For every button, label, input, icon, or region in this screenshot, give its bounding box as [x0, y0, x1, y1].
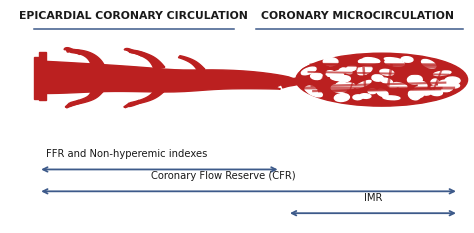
Ellipse shape [385, 60, 404, 66]
Ellipse shape [343, 83, 355, 89]
Ellipse shape [341, 68, 352, 74]
Ellipse shape [357, 66, 372, 75]
Text: FFR and Non-hyperemic indexes: FFR and Non-hyperemic indexes [46, 150, 207, 159]
Ellipse shape [384, 58, 401, 62]
Ellipse shape [388, 83, 398, 88]
Ellipse shape [419, 82, 427, 89]
Ellipse shape [421, 89, 431, 95]
Ellipse shape [331, 85, 347, 92]
Ellipse shape [330, 76, 345, 81]
Ellipse shape [328, 70, 345, 76]
Ellipse shape [445, 77, 460, 84]
Text: IMR: IMR [364, 193, 382, 203]
Ellipse shape [414, 87, 427, 94]
Ellipse shape [302, 72, 461, 99]
Ellipse shape [434, 71, 451, 75]
Ellipse shape [363, 58, 380, 63]
Polygon shape [70, 89, 103, 105]
Ellipse shape [305, 86, 315, 92]
Polygon shape [68, 100, 82, 106]
Ellipse shape [368, 89, 377, 94]
Ellipse shape [356, 68, 367, 74]
Ellipse shape [380, 69, 394, 75]
Ellipse shape [325, 71, 335, 75]
Ellipse shape [353, 95, 363, 100]
Ellipse shape [323, 58, 338, 65]
Ellipse shape [439, 81, 449, 86]
Polygon shape [129, 51, 145, 56]
Ellipse shape [310, 73, 322, 79]
Polygon shape [178, 56, 205, 71]
Ellipse shape [306, 88, 322, 97]
Ellipse shape [421, 59, 436, 68]
Ellipse shape [418, 85, 426, 91]
Polygon shape [34, 52, 46, 100]
Ellipse shape [372, 75, 383, 81]
Ellipse shape [433, 88, 444, 93]
Ellipse shape [410, 93, 424, 98]
Polygon shape [278, 77, 302, 88]
Polygon shape [41, 61, 294, 93]
Polygon shape [65, 103, 73, 108]
Polygon shape [128, 100, 142, 106]
Ellipse shape [444, 83, 453, 91]
Ellipse shape [408, 75, 422, 84]
Ellipse shape [401, 57, 413, 62]
Ellipse shape [430, 89, 442, 96]
Text: CORONARY MICROCIRCULATION: CORONARY MICROCIRCULATION [261, 11, 454, 21]
Polygon shape [124, 48, 133, 52]
Ellipse shape [431, 86, 450, 92]
Ellipse shape [334, 94, 349, 102]
Ellipse shape [443, 82, 459, 88]
Ellipse shape [431, 79, 438, 84]
Ellipse shape [438, 80, 452, 88]
Polygon shape [71, 49, 104, 66]
Polygon shape [64, 48, 74, 52]
Ellipse shape [300, 58, 455, 88]
Ellipse shape [296, 53, 467, 106]
Ellipse shape [360, 94, 371, 98]
Ellipse shape [334, 73, 344, 80]
Text: EPICARDIAL CORONARY CIRCULATION: EPICARDIAL CORONARY CIRCULATION [18, 11, 247, 21]
Ellipse shape [377, 89, 388, 97]
Ellipse shape [337, 76, 350, 82]
Ellipse shape [339, 69, 346, 73]
Ellipse shape [336, 82, 347, 88]
Polygon shape [124, 103, 133, 108]
Ellipse shape [409, 90, 420, 100]
Polygon shape [66, 49, 83, 54]
Polygon shape [130, 90, 164, 105]
Ellipse shape [381, 78, 392, 84]
Ellipse shape [356, 80, 371, 88]
Ellipse shape [383, 96, 400, 100]
Ellipse shape [301, 67, 316, 75]
Polygon shape [131, 50, 165, 69]
Ellipse shape [393, 82, 407, 88]
Text: Coronary Flow Reserve (CFR): Coronary Flow Reserve (CFR) [151, 171, 295, 181]
Ellipse shape [346, 66, 356, 71]
Ellipse shape [358, 58, 377, 64]
